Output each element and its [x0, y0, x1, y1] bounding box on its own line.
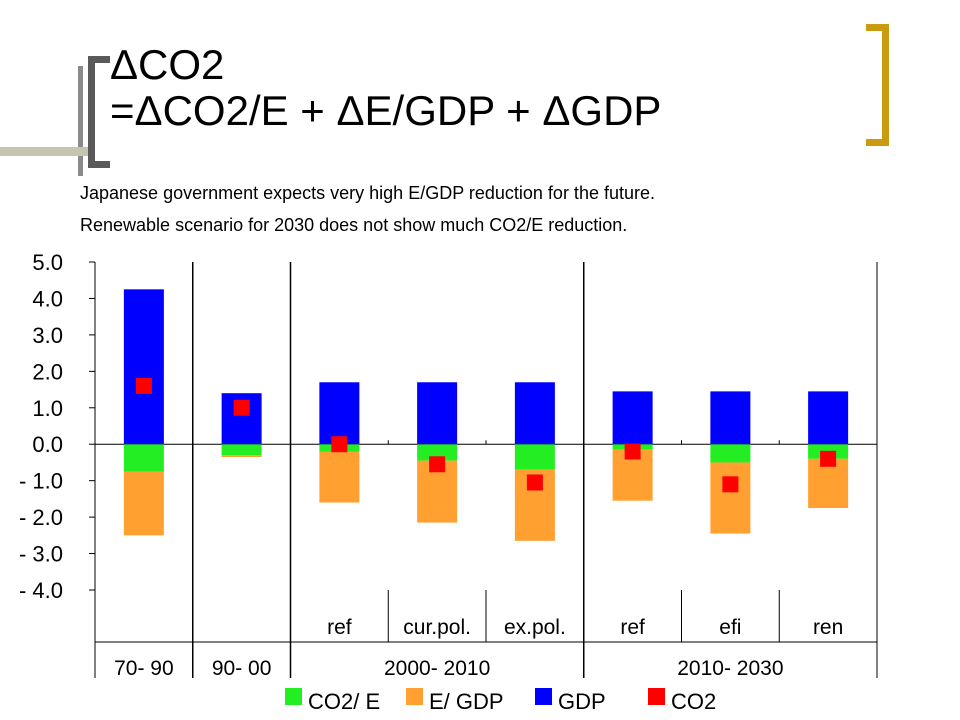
legend-label: GDP: [558, 689, 606, 714]
group-label: 90- 00: [212, 657, 272, 680]
marker-co2: [331, 436, 348, 453]
y-tick-label: 0.0: [32, 432, 63, 457]
category-label: efi: [719, 616, 741, 639]
bar-gdp: [808, 391, 849, 445]
bar-co2-e: [417, 444, 458, 461]
y-tick-label: - 3.0: [19, 542, 63, 567]
bar-gdp: [123, 289, 164, 445]
y-tick-label: 2.0: [32, 359, 63, 384]
legend-swatch: [285, 688, 302, 705]
bar-gdp: [319, 382, 360, 445]
bar-e-gdp: [123, 471, 164, 536]
legend-label: CO2: [671, 689, 716, 714]
y-tick-label: 3.0: [32, 323, 63, 348]
group-label: 2010- 2030: [677, 657, 783, 680]
bar-co2-e: [123, 444, 164, 472]
bar-gdp: [710, 391, 751, 445]
bar-e-gdp: [808, 458, 849, 508]
slide-title: ΔCO2 =ΔCO2/E + ΔE/GDP + ΔGDP: [110, 42, 661, 134]
legend-swatch: [535, 688, 552, 705]
title-line-2: =ΔCO2/E + ΔE/GDP + ΔGDP: [110, 87, 662, 134]
category-label: ex.pol.: [504, 616, 566, 639]
y-tick-label: 5.0: [32, 250, 63, 275]
marker-co2: [429, 456, 446, 473]
y-tick-label: 1.0: [32, 396, 63, 421]
bar-gdp: [417, 382, 458, 445]
category-label: ref: [327, 616, 352, 639]
marker-co2: [624, 443, 641, 460]
y-tick-label: - 1.0: [19, 469, 63, 494]
y-tick-label: - 2.0: [19, 505, 63, 530]
legend-swatch: [648, 688, 665, 705]
category-label: ref: [620, 616, 645, 639]
marker-co2: [135, 377, 152, 394]
legend-label: E/ GDP: [429, 689, 504, 714]
group-label: 70- 90: [114, 657, 174, 680]
bar-gdp: [514, 382, 555, 445]
bar-e-gdp: [710, 462, 751, 534]
marker-co2: [526, 474, 543, 491]
legend-swatch: [406, 688, 423, 705]
y-tick-label: - 4.0: [19, 578, 63, 603]
category-label: cur.pol.: [403, 616, 471, 639]
category-label: ren: [813, 616, 843, 639]
subtitle-line-1: Japanese government expects very high E/…: [80, 183, 655, 203]
bar-gdp: [612, 391, 653, 445]
bar-e-gdp: [319, 451, 360, 503]
title-line-1: ΔCO2: [110, 41, 225, 88]
marker-co2: [722, 476, 739, 493]
bar-co2-e: [710, 444, 751, 463]
marker-co2: [233, 399, 250, 416]
group-label: 2000- 2010: [384, 657, 490, 680]
subtitle-line-2: Renewable scenario for 2030 does not sho…: [80, 215, 628, 235]
bar-co2-e: [221, 444, 262, 456]
marker-co2: [820, 450, 837, 467]
bar-e-gdp: [221, 455, 262, 457]
legend-label: CO2/ E: [308, 689, 380, 714]
bar-co2-e: [514, 444, 555, 470]
y-tick-label: 4.0: [32, 286, 63, 311]
